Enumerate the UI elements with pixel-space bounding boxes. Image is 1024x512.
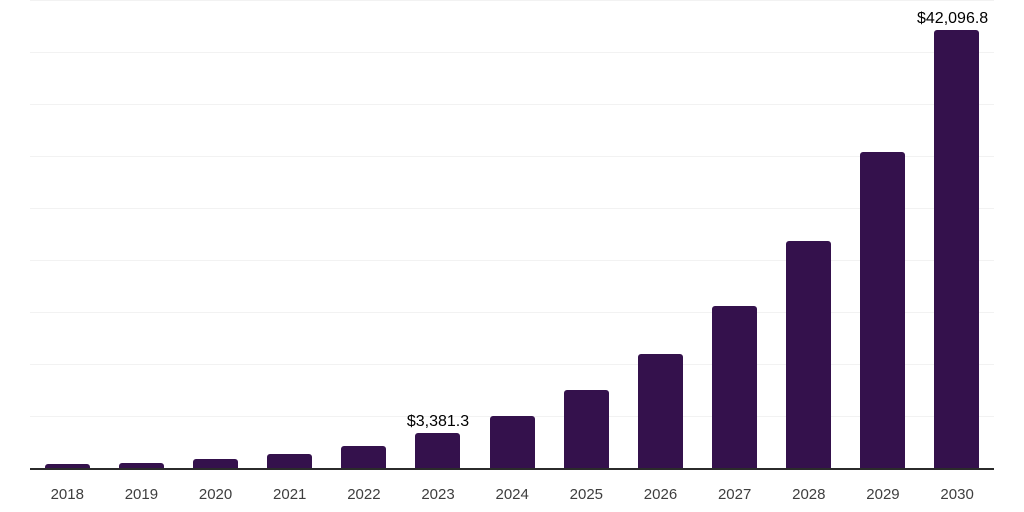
gridline-10000 (30, 364, 994, 365)
x-tick-label-2021: 2021 (273, 486, 307, 503)
x-tick-label-2022: 2022 (347, 486, 381, 503)
bar-2018 (44, 464, 90, 468)
gridline-15000 (30, 312, 994, 313)
bar-2023 (415, 432, 461, 468)
gridline-20000 (30, 260, 994, 261)
x-tick-label-2029: 2029 (866, 486, 900, 503)
bar-2025 (563, 390, 609, 468)
bar-2027 (711, 305, 757, 468)
value-label-2023: $3,381.3 (406, 412, 470, 430)
bar-2020 (192, 459, 238, 468)
bar-2022 (341, 446, 387, 468)
x-tick-label-2020: 2020 (198, 486, 233, 503)
bar-2030 (934, 30, 980, 468)
x-tick-label-2025: 2025 (569, 486, 604, 503)
gridline-35000 (30, 104, 994, 105)
x-tick-label-2023: 2023 (421, 486, 455, 503)
x-tick-label-2019: 2019 (124, 486, 159, 503)
x-tick-label-2026: 2026 (643, 486, 678, 503)
value-label-2030: $42,096.8 (917, 10, 989, 28)
gridline-25000 (30, 208, 994, 209)
x-tick-label-2030: 2030 (940, 486, 974, 503)
gridline-45000 (30, 0, 994, 1)
x-tick-label-2027: 2027 (717, 486, 752, 503)
bar-2028 (786, 241, 832, 468)
x-tick-label-2024: 2024 (495, 486, 529, 503)
gridline-40000 (30, 52, 994, 53)
x-tick-label-2018: 2018 (50, 486, 84, 503)
x-axis-line (30, 468, 994, 470)
bar-2019 (118, 463, 164, 468)
bar-2026 (637, 353, 683, 468)
bar-2029 (860, 151, 906, 468)
x-tick-label-2028: 2028 (792, 486, 826, 503)
gridline-30000 (30, 156, 994, 157)
bar-2024 (489, 416, 535, 468)
bar-2021 (267, 453, 313, 468)
